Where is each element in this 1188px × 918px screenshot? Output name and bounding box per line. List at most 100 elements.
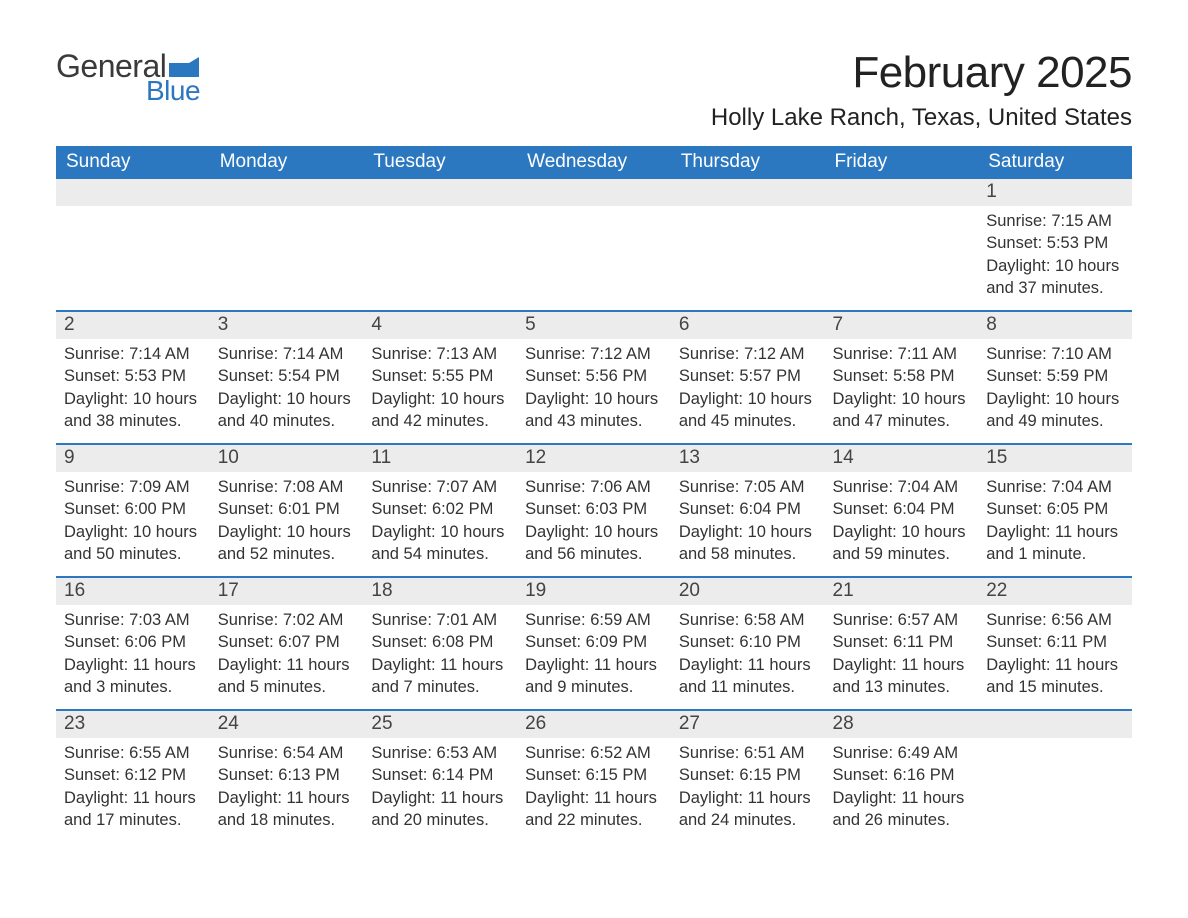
sunrise-label: Sunrise: xyxy=(218,611,279,629)
daylight-line: Daylight: 10 hours and 37 minutes. xyxy=(986,255,1124,300)
sunrise-line: Sunrise: 7:14 AM xyxy=(218,343,356,365)
day-body: Sunrise: 6:54 AMSunset: 6:13 PMDaylight:… xyxy=(210,738,364,837)
sunset-label: Sunset: xyxy=(833,766,889,784)
sunrise-label: Sunrise: xyxy=(525,744,586,762)
day-number: 5 xyxy=(517,312,671,339)
sunrise-label: Sunrise: xyxy=(679,744,740,762)
daylight-line: Daylight: 11 hours and 20 minutes. xyxy=(371,787,509,832)
sunrise-label: Sunrise: xyxy=(679,345,740,363)
sunrise-line: Sunrise: 7:04 AM xyxy=(833,476,971,498)
day-number-empty xyxy=(210,179,364,206)
calendar-day: 15Sunrise: 7:04 AMSunset: 6:05 PMDayligh… xyxy=(978,445,1132,577)
day-number: 19 xyxy=(517,578,671,605)
sunrise-label: Sunrise: xyxy=(833,744,894,762)
weekday-row: SundayMondayTuesdayWednesdayThursdayFrid… xyxy=(56,146,1132,179)
day-number: 17 xyxy=(210,578,364,605)
sunrise-line: Sunrise: 6:59 AM xyxy=(525,609,663,631)
daylight-line: Daylight: 11 hours and 13 minutes. xyxy=(833,654,971,699)
calendar-day: 7Sunrise: 7:11 AMSunset: 5:58 PMDaylight… xyxy=(825,312,979,444)
sunset-value: 5:56 PM xyxy=(586,367,647,385)
sunset-line: Sunset: 6:12 PM xyxy=(64,764,202,786)
sunset-label: Sunset: xyxy=(833,633,889,651)
daylight-line: Daylight: 11 hours and 9 minutes. xyxy=(525,654,663,699)
location: Holly Lake Ranch, Texas, United States xyxy=(711,104,1132,132)
calendar-body: 1Sunrise: 7:15 AMSunset: 5:53 PMDaylight… xyxy=(56,179,1132,843)
calendar-week: 23Sunrise: 6:55 AMSunset: 6:12 PMDayligh… xyxy=(56,711,1132,843)
sunset-line: Sunset: 5:56 PM xyxy=(525,365,663,387)
sunset-label: Sunset: xyxy=(525,500,581,518)
day-number: 25 xyxy=(363,711,517,738)
calendar-day: 8Sunrise: 7:10 AMSunset: 5:59 PMDaylight… xyxy=(978,312,1132,444)
daylight-label: Daylight: xyxy=(218,789,282,807)
daylight-line: Daylight: 10 hours and 56 minutes. xyxy=(525,521,663,566)
sunset-line: Sunset: 6:11 PM xyxy=(986,631,1124,653)
day-body: Sunrise: 7:12 AMSunset: 5:56 PMDaylight:… xyxy=(517,339,671,438)
day-body: Sunrise: 6:55 AMSunset: 6:12 PMDaylight:… xyxy=(56,738,210,837)
sunrise-value: 6:53 AM xyxy=(437,744,498,762)
sunrise-line: Sunrise: 6:54 AM xyxy=(218,742,356,764)
daylight-label: Daylight: xyxy=(218,523,282,541)
day-number: 3 xyxy=(210,312,364,339)
sunset-label: Sunset: xyxy=(679,367,735,385)
day-body: Sunrise: 7:13 AMSunset: 5:55 PMDaylight:… xyxy=(363,339,517,438)
sunset-value: 6:16 PM xyxy=(893,766,954,784)
calendar-day: 22Sunrise: 6:56 AMSunset: 6:11 PMDayligh… xyxy=(978,578,1132,710)
weekday-header: Friday xyxy=(825,146,979,179)
sunset-value: 6:09 PM xyxy=(586,633,647,651)
daylight-label: Daylight: xyxy=(833,390,897,408)
daylight-line: Daylight: 10 hours and 43 minutes. xyxy=(525,388,663,433)
daylight-label: Daylight: xyxy=(525,789,589,807)
sunset-value: 6:11 PM xyxy=(1047,633,1107,651)
sunrise-label: Sunrise: xyxy=(833,478,894,496)
sunset-label: Sunset: xyxy=(64,766,120,784)
sunset-value: 6:02 PM xyxy=(432,500,493,518)
day-body: Sunrise: 6:51 AMSunset: 6:15 PMDaylight:… xyxy=(671,738,825,837)
sunrise-label: Sunrise: xyxy=(833,345,894,363)
sunset-line: Sunset: 6:06 PM xyxy=(64,631,202,653)
weekday-header: Saturday xyxy=(978,146,1132,179)
sunset-value: 5:53 PM xyxy=(1047,234,1108,252)
calendar-day xyxy=(517,179,671,311)
sunset-value: 5:57 PM xyxy=(739,367,800,385)
sunset-line: Sunset: 6:03 PM xyxy=(525,498,663,520)
sunset-label: Sunset: xyxy=(371,500,427,518)
daylight-label: Daylight: xyxy=(833,523,897,541)
day-number: 4 xyxy=(363,312,517,339)
daylight-line: Daylight: 11 hours and 3 minutes. xyxy=(64,654,202,699)
weekday-header: Monday xyxy=(210,146,364,179)
day-body: Sunrise: 6:57 AMSunset: 6:11 PMDaylight:… xyxy=(825,605,979,704)
sunset-value: 6:12 PM xyxy=(125,766,186,784)
flag-icon xyxy=(169,57,199,77)
sunrise-label: Sunrise: xyxy=(679,478,740,496)
sunset-value: 5:53 PM xyxy=(125,367,186,385)
daylight-line: Daylight: 10 hours and 49 minutes. xyxy=(986,388,1124,433)
calendar-day xyxy=(825,179,979,311)
day-number: 28 xyxy=(825,711,979,738)
sunset-line: Sunset: 6:16 PM xyxy=(833,764,971,786)
day-body: Sunrise: 7:06 AMSunset: 6:03 PMDaylight:… xyxy=(517,472,671,571)
calendar-page: General Blue February 2025 Holly Lake Ra… xyxy=(0,0,1188,883)
sunset-label: Sunset: xyxy=(679,633,735,651)
day-number: 9 xyxy=(56,445,210,472)
weekday-header: Tuesday xyxy=(363,146,517,179)
sunset-label: Sunset: xyxy=(218,367,274,385)
daylight-line: Daylight: 11 hours and 17 minutes. xyxy=(64,787,202,832)
sunset-line: Sunset: 5:57 PM xyxy=(679,365,817,387)
sunset-value: 6:00 PM xyxy=(125,500,186,518)
sunrise-value: 7:07 AM xyxy=(437,478,498,496)
sunset-value: 5:54 PM xyxy=(278,367,339,385)
daylight-label: Daylight: xyxy=(371,523,435,541)
calendar-day: 3Sunrise: 7:14 AMSunset: 5:54 PMDaylight… xyxy=(210,312,364,444)
calendar-day: 16Sunrise: 7:03 AMSunset: 6:06 PMDayligh… xyxy=(56,578,210,710)
daylight-line: Daylight: 11 hours and 11 minutes. xyxy=(679,654,817,699)
day-body: Sunrise: 7:12 AMSunset: 5:57 PMDaylight:… xyxy=(671,339,825,438)
sunrise-line: Sunrise: 7:05 AM xyxy=(679,476,817,498)
sunset-value: 6:06 PM xyxy=(125,633,186,651)
day-body: Sunrise: 7:08 AMSunset: 6:01 PMDaylight:… xyxy=(210,472,364,571)
day-number: 22 xyxy=(978,578,1132,605)
daylight-label: Daylight: xyxy=(64,523,128,541)
sunrise-value: 6:49 AM xyxy=(898,744,959,762)
sunset-value: 6:10 PM xyxy=(739,633,800,651)
calendar-day xyxy=(56,179,210,311)
calendar-day: 20Sunrise: 6:58 AMSunset: 6:10 PMDayligh… xyxy=(671,578,825,710)
